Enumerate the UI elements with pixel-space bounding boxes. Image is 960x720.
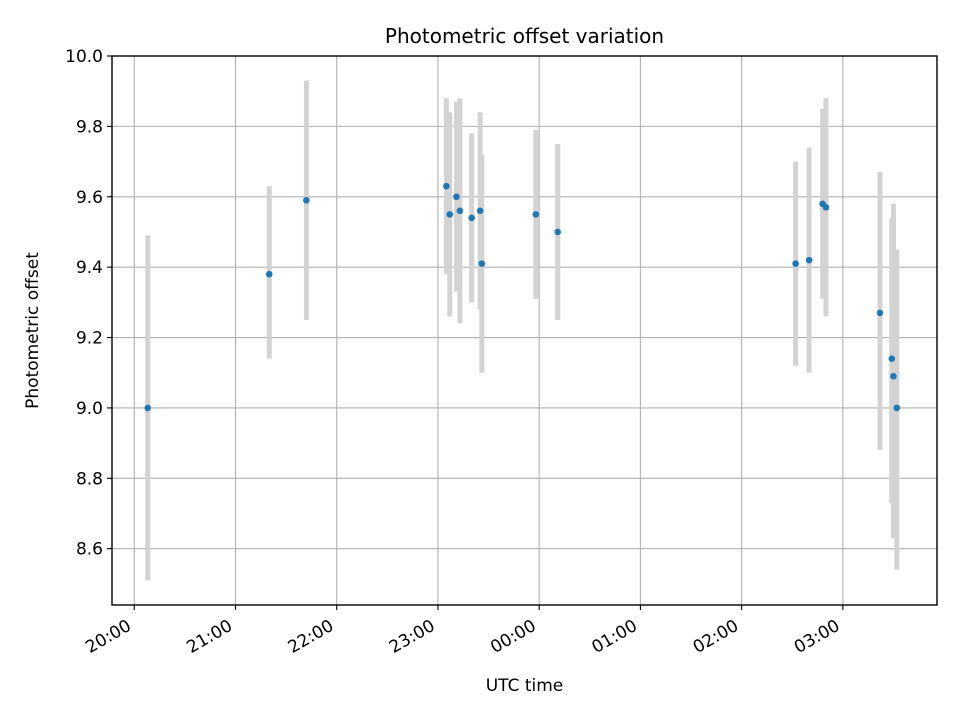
data-point — [265, 270, 273, 278]
y-axis-label: Photometric offset — [23, 252, 43, 409]
data-point — [453, 193, 460, 201]
chart-title: Photometric offset variation — [385, 24, 664, 48]
y-tick-label: 9.4 — [76, 258, 103, 278]
data-point — [876, 309, 884, 317]
y-tick-label: 8.6 — [76, 540, 103, 560]
data-point — [476, 207, 484, 215]
data-point — [532, 211, 540, 218]
plot-frame — [111, 55, 938, 606]
x-axis-label: UTC time — [486, 676, 564, 696]
data-point — [303, 196, 310, 204]
data-point — [468, 214, 475, 222]
point-layer — [144, 182, 901, 412]
grid-layer — [112, 55, 937, 605]
data-point — [554, 228, 562, 236]
data-point — [446, 211, 454, 218]
y-tick-label: 9.2 — [76, 329, 103, 349]
y-tick-label: 10.0 — [65, 47, 103, 67]
data-point — [144, 404, 152, 412]
y-tick-label: 9.8 — [76, 117, 103, 137]
data-point — [456, 207, 464, 215]
data-point — [478, 260, 486, 267]
data-point — [805, 256, 813, 264]
data-point — [890, 372, 897, 380]
data-point — [443, 182, 450, 190]
data-point — [822, 204, 830, 211]
data-point — [893, 404, 901, 412]
y-tick-label: 9.6 — [76, 188, 103, 208]
data-point — [792, 260, 799, 267]
data-point — [888, 355, 896, 362]
y-tick-label: 9.0 — [76, 399, 103, 419]
y-tick-label: 8.8 — [76, 469, 103, 489]
